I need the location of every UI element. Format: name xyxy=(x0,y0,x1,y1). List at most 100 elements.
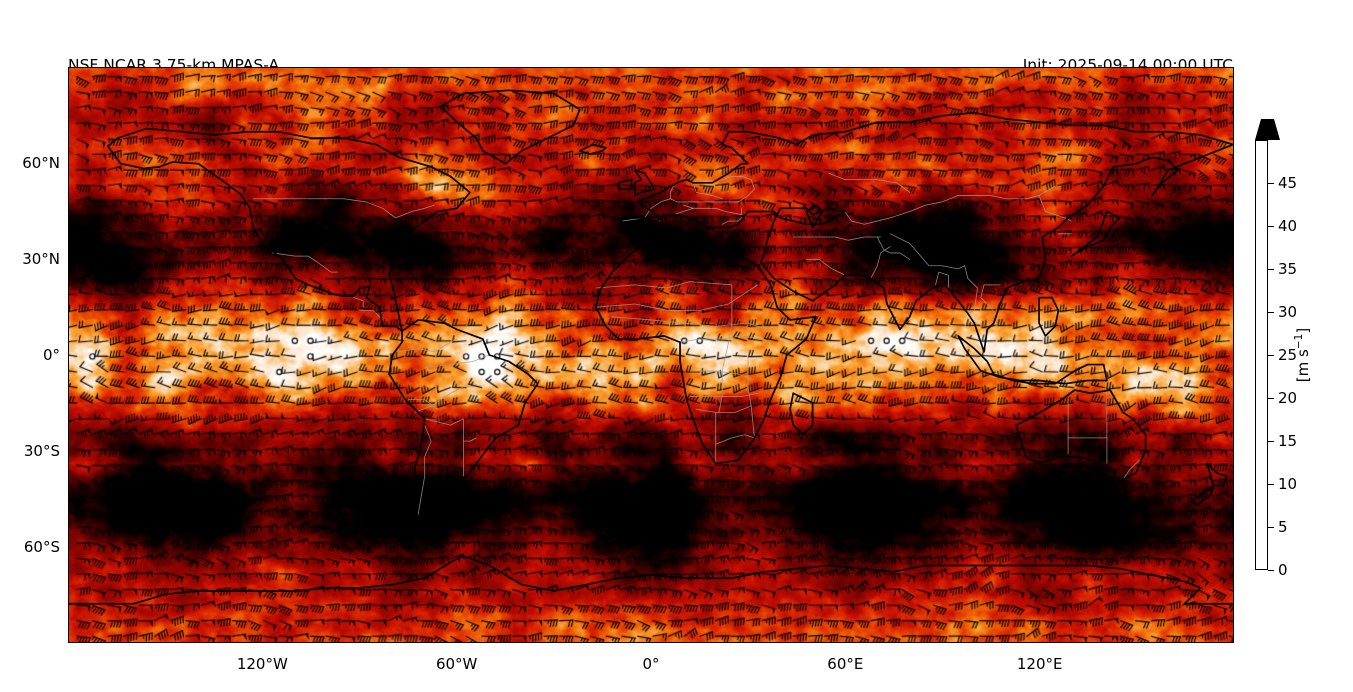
coastline-path xyxy=(440,89,581,165)
country-border-path xyxy=(595,281,733,289)
colorbar-tick xyxy=(1268,312,1274,314)
coastline-path xyxy=(106,145,403,332)
country-border-path xyxy=(876,236,911,260)
colorbar-units-text: [m s xyxy=(1294,349,1312,383)
country-border-path xyxy=(644,195,749,219)
country-border-path xyxy=(359,309,384,321)
coastlines-layer xyxy=(69,89,1233,605)
colorbar-tick xyxy=(1268,441,1274,443)
colorbar-tick xyxy=(1268,226,1274,228)
colorbar-tick xyxy=(1268,484,1274,486)
coastline-path xyxy=(805,204,824,229)
country-border-path xyxy=(252,198,435,219)
colorbar-extend-max-arrow xyxy=(1255,119,1280,140)
colorbar-tick-label: 30 xyxy=(1278,303,1298,321)
country-border-path xyxy=(679,335,762,343)
map-axes[interactable] xyxy=(68,67,1234,643)
country-border-path xyxy=(715,434,755,445)
country-border-path xyxy=(805,258,846,276)
colorbar-tick-label: 15 xyxy=(1278,432,1298,450)
country-border-path xyxy=(828,172,911,193)
longitude-tick-label: 0° xyxy=(642,655,660,673)
coastline-path xyxy=(1070,210,1121,257)
coastline-path xyxy=(621,207,846,229)
country-border-path xyxy=(689,392,759,397)
colorbar-tick-label: 45 xyxy=(1278,174,1298,192)
country-border-path xyxy=(718,284,733,413)
country-border-path xyxy=(695,405,752,413)
coastline-path xyxy=(1038,296,1060,337)
coastline-path xyxy=(957,335,1108,385)
coastline-path xyxy=(69,555,1233,605)
coastline-path xyxy=(1190,462,1228,506)
colorbar-tick-label: 20 xyxy=(1278,389,1298,407)
colorbar-tick-label: 5 xyxy=(1278,518,1288,536)
map-canvas-wrapper xyxy=(69,68,1233,642)
coastline-path xyxy=(388,319,539,525)
coastline-path xyxy=(578,143,607,155)
colorbar-tick-label: 0 xyxy=(1278,561,1288,579)
coastline-path xyxy=(1015,389,1147,481)
longitude-tick-label: 120°E xyxy=(1016,655,1063,673)
country-border-path xyxy=(935,271,949,289)
country-border-path xyxy=(870,246,891,279)
colorbar-units-exponent: −1 xyxy=(1293,333,1305,350)
colorbar-tick-label: 35 xyxy=(1278,260,1298,278)
country-border-path xyxy=(889,233,966,270)
colorbar-tick xyxy=(1268,570,1274,572)
colorbar-tick xyxy=(1268,269,1274,271)
country-border-path xyxy=(844,185,1056,225)
colorbar-gradient xyxy=(1255,140,1268,570)
country-border-path xyxy=(682,204,742,216)
country-border-path xyxy=(721,217,742,225)
coastline-path xyxy=(106,127,471,332)
country-border-path xyxy=(1122,459,1140,480)
country-border-path xyxy=(424,354,490,369)
colorbar-tick-label: 40 xyxy=(1278,217,1298,235)
latitude-tick-label: 60°S xyxy=(23,538,60,556)
longitude-tick-label: 60°W xyxy=(435,655,478,673)
colorbar-units-bracket: ] xyxy=(1294,327,1312,334)
country-border-path xyxy=(1038,195,1072,222)
longitude-tick-label: 60°E xyxy=(827,655,864,673)
country-border-path xyxy=(595,284,759,311)
coastline-path xyxy=(789,392,814,436)
colorbar-tick xyxy=(1268,183,1274,185)
wind-barbs-layer xyxy=(69,68,1233,642)
latitude-tick-label: 30°S xyxy=(23,442,60,460)
colorbar-tick-label: 25 xyxy=(1278,346,1298,364)
latitude-tick-label: 30°N xyxy=(22,250,60,268)
colorbar-tick xyxy=(1268,398,1274,400)
colorbar-tick xyxy=(1268,527,1274,529)
country-border-path xyxy=(611,316,768,330)
country-border-path xyxy=(353,297,364,308)
colorbar[interactable]: 0 5 10 15 20 25 30 35 40 45 xyxy=(1255,119,1297,596)
country-border-path xyxy=(692,182,723,200)
country-border-path xyxy=(792,236,882,241)
country-border-path xyxy=(747,357,755,439)
colorbar-tick xyxy=(1268,355,1274,357)
country-border-path xyxy=(272,252,338,273)
country-border-path xyxy=(417,424,432,515)
country-border-path xyxy=(424,418,477,442)
coastline-path xyxy=(617,178,633,191)
country-border-path xyxy=(721,176,755,196)
coastline-path xyxy=(633,169,656,197)
longitude-tick-label: 120°W xyxy=(236,655,288,673)
coastline-path xyxy=(760,143,1233,353)
country-border-path xyxy=(398,338,458,353)
coastline-path xyxy=(595,236,817,465)
country-border-path xyxy=(980,284,1001,318)
colorbar-tick-label: 10 xyxy=(1278,475,1298,493)
latitude-tick-label: 0° xyxy=(42,346,60,364)
coastline-path xyxy=(621,111,1233,242)
country-border-path xyxy=(408,399,438,410)
country-border-path xyxy=(669,185,675,200)
latitude-tick-label: 60°N xyxy=(22,154,60,172)
country-border-path xyxy=(964,265,978,314)
colorbar-extend-min-arrow xyxy=(1255,570,1280,596)
colorbar-units-label: [m s−1] xyxy=(1293,327,1312,383)
country-border-path xyxy=(673,207,694,216)
country-border-path xyxy=(414,386,474,413)
country-border-path xyxy=(689,370,749,378)
